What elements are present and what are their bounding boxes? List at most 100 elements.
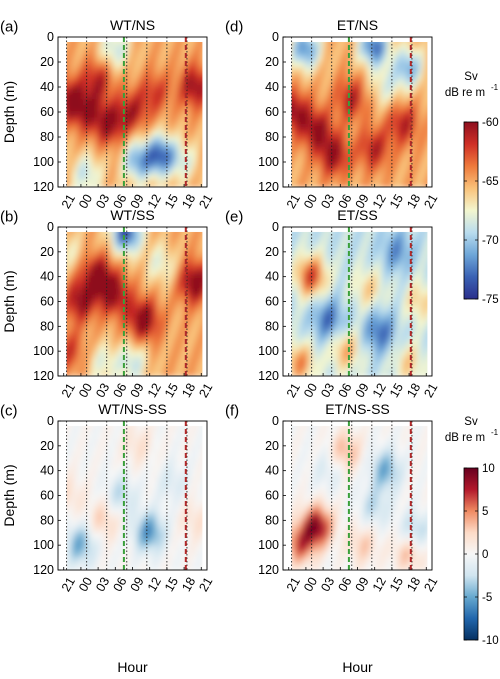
- y-tick-label: 120: [33, 563, 54, 577]
- panel-b: 020406080100120210003060912151821WT/SS(b…: [0, 207, 216, 400]
- y-tick-label: 0: [272, 220, 279, 234]
- y-tick-label: 80: [265, 513, 279, 527]
- y-tick-label: 60: [40, 105, 54, 119]
- y-tick-label: 0: [47, 30, 54, 44]
- colorbar-tick-label: -60: [482, 117, 499, 129]
- x-tick-label: 06: [335, 381, 354, 400]
- colorbar-unit-superscript: -1: [491, 83, 499, 92]
- panel-title: ET/SS: [337, 207, 377, 223]
- x-tick-label: 12: [145, 575, 164, 594]
- colorbar-unit: dB re m: [445, 432, 485, 444]
- x-tick-label: 03: [318, 192, 337, 211]
- x-tick-label: 00: [301, 381, 320, 400]
- colorbar-tick-label: -10: [482, 635, 499, 647]
- x-tick-label: 15: [162, 575, 181, 594]
- x-tick-label: 21: [284, 381, 303, 400]
- x-tick-label: 03: [93, 381, 112, 400]
- x-tick-label: 09: [353, 381, 372, 400]
- panel-letter: (c): [0, 402, 18, 419]
- colorbar-unit-superscript: -1: [491, 428, 499, 437]
- x-tick-label: 09: [353, 192, 372, 211]
- x-tick-label: 18: [179, 192, 198, 211]
- x-tick-label: 00: [76, 575, 95, 594]
- x-tick-label: 06: [335, 192, 354, 211]
- x-tick-label: 03: [93, 192, 112, 211]
- x-axis-label: Hour: [342, 659, 373, 675]
- y-tick-label: 20: [40, 245, 54, 259]
- x-tick-label: 18: [179, 575, 198, 594]
- no-data-top: [58, 421, 207, 426]
- x-tick-label: 12: [145, 381, 164, 400]
- y-tick-label: 60: [265, 105, 279, 119]
- no-data-right: [202, 37, 207, 187]
- y-tick-label: 0: [272, 30, 279, 44]
- no-data-left: [58, 421, 67, 570]
- no-data-left: [58, 37, 67, 187]
- x-tick-label: 09: [128, 192, 147, 211]
- x-tick-label: 09: [128, 575, 147, 594]
- x-tick-label: 09: [353, 575, 372, 594]
- y-tick-label: 40: [265, 270, 279, 284]
- y-tick-label: 120: [258, 369, 279, 383]
- panel-e: 020406080100120210003060912151821ET/SS(e…: [225, 207, 441, 400]
- x-tick-label: 21: [421, 381, 440, 400]
- no-data-top: [283, 421, 432, 426]
- y-tick-label: 40: [40, 270, 54, 284]
- x-tick-label: 06: [335, 575, 354, 594]
- y-tick-label: 120: [33, 180, 54, 194]
- x-tick-label: 21: [59, 575, 78, 594]
- no-data-left: [58, 227, 67, 376]
- y-tick-label: 40: [265, 464, 279, 478]
- y-tick-label: 80: [265, 130, 279, 144]
- x-tick-label: 15: [387, 192, 406, 211]
- y-axis-label: Depth (m): [1, 464, 17, 526]
- y-tick-label: 20: [265, 439, 279, 453]
- panel-title: ET/NS-SS: [325, 401, 390, 417]
- colorbar-tick-label: 0: [482, 549, 488, 561]
- x-tick-label: 12: [145, 192, 164, 211]
- no-data-right: [202, 421, 207, 570]
- x-tick-label: 18: [404, 381, 423, 400]
- panel-letter: (e): [225, 208, 243, 225]
- x-tick-label: 09: [128, 381, 147, 400]
- y-tick-label: 40: [40, 80, 54, 94]
- colorbar-tick-label: -75: [482, 294, 499, 306]
- y-tick-label: 120: [258, 563, 279, 577]
- no-data-left: [283, 421, 292, 570]
- y-axis-label: Depth (m): [1, 270, 17, 332]
- panel-title: WT/SS: [110, 207, 154, 223]
- panel-c: 020406080100120210003060912151821WT/NS-S…: [0, 401, 216, 675]
- panel-letter: (a): [0, 18, 18, 35]
- y-tick-label: 60: [40, 295, 54, 309]
- y-tick-label: 60: [265, 295, 279, 309]
- heatmap: [58, 421, 207, 570]
- x-tick-label: 21: [59, 381, 78, 400]
- panel-letter: (f): [225, 402, 239, 419]
- y-tick-label: 0: [47, 414, 54, 428]
- x-tick-label: 00: [301, 192, 320, 211]
- y-tick-label: 100: [33, 155, 54, 169]
- y-tick-label: 60: [265, 489, 279, 503]
- colorbar-difference: 10 5 0 -5 -10 Sv dB re m -1: [445, 416, 499, 647]
- no-data-top: [283, 37, 432, 42]
- no-data-left: [283, 37, 292, 187]
- panel-title: WT/NS: [110, 17, 155, 33]
- x-tick-label: 15: [162, 192, 181, 211]
- panel-title: ET/NS: [337, 17, 378, 33]
- y-tick-label: 0: [272, 414, 279, 428]
- heatmap: [58, 227, 207, 376]
- no-data-left: [283, 227, 292, 376]
- panel-f: 020406080100120210003060912151821ET/NS-S…: [225, 401, 441, 675]
- x-tick-label: 18: [404, 575, 423, 594]
- colorbar-ramp: [463, 121, 479, 300]
- x-tick-label: 21: [196, 381, 215, 400]
- x-tick-label: 00: [301, 575, 320, 594]
- y-tick-label: 80: [40, 319, 54, 333]
- x-tick-label: 21: [421, 575, 440, 594]
- y-tick-label: 40: [40, 464, 54, 478]
- x-tick-label: 12: [370, 575, 389, 594]
- x-tick-label: 21: [196, 575, 215, 594]
- x-tick-label: 00: [76, 192, 95, 211]
- x-tick-label: 03: [93, 575, 112, 594]
- x-tick-label: 06: [110, 381, 129, 400]
